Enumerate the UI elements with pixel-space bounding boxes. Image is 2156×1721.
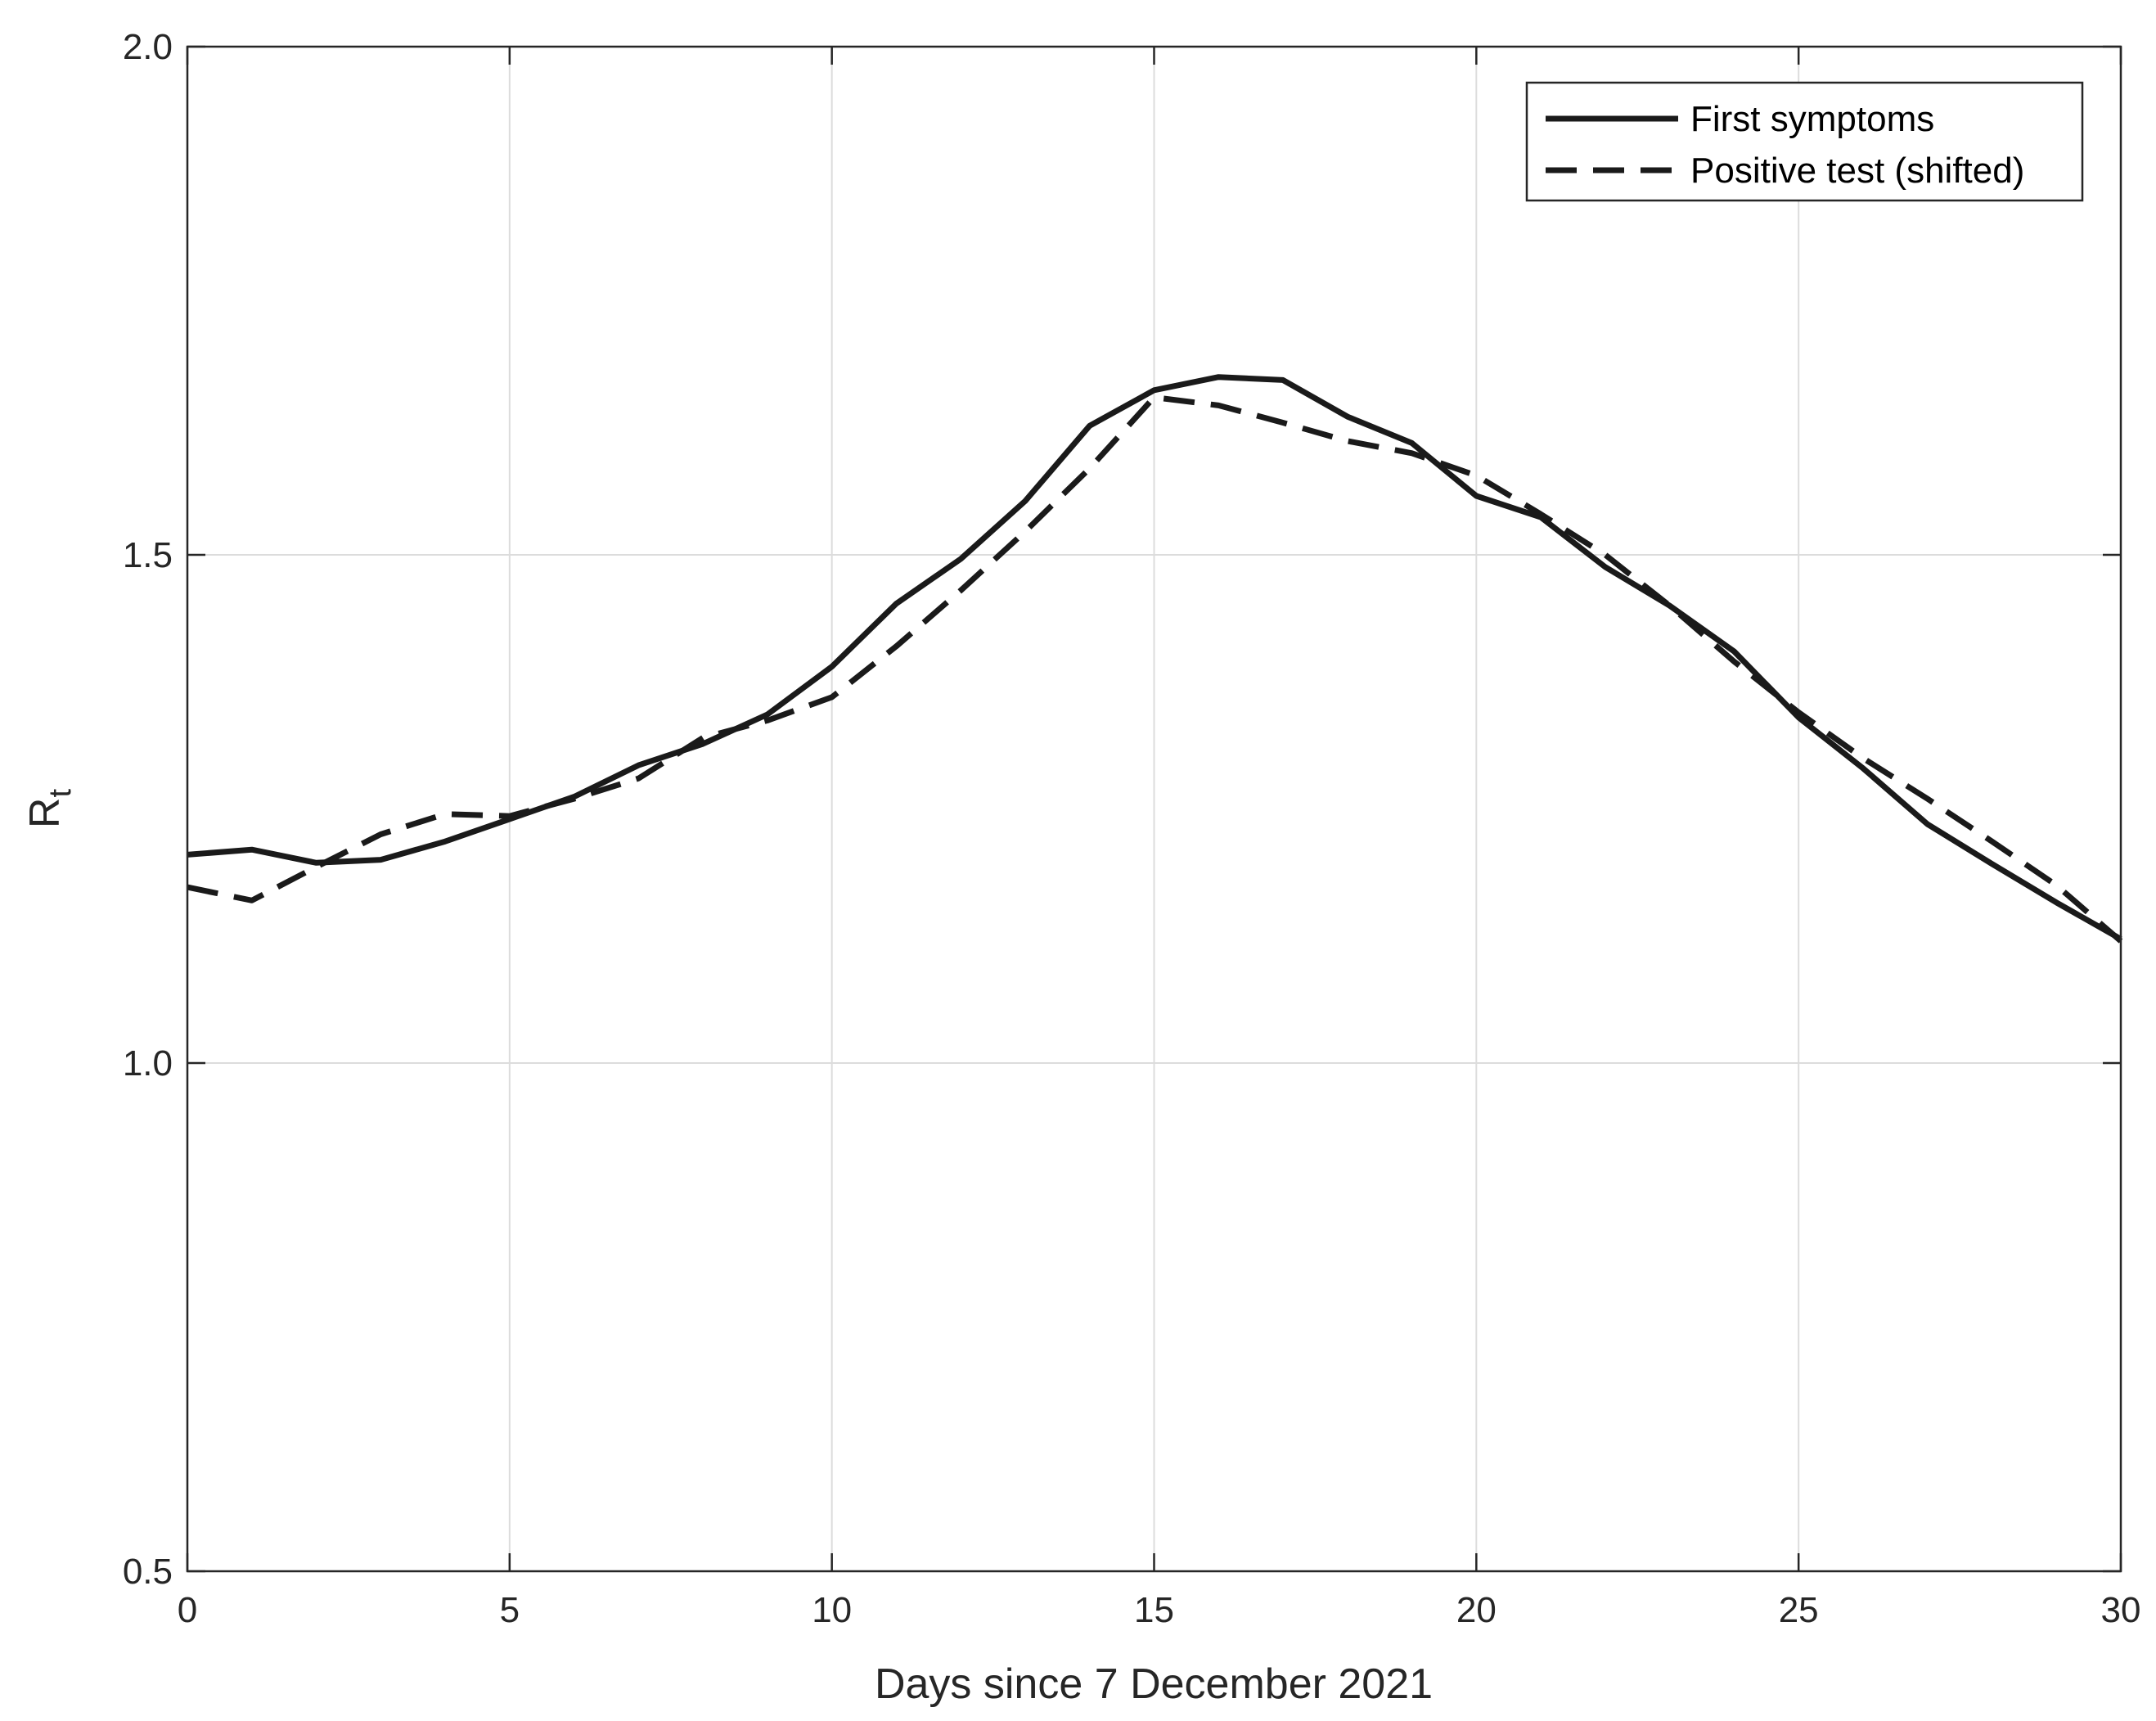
x-tick-label: 20 bbox=[1456, 1590, 1497, 1630]
x-tick-label: 10 bbox=[812, 1590, 852, 1630]
x-tick-label: 5 bbox=[500, 1590, 520, 1630]
legend-label-positive-test: Positive test (shifted) bbox=[1690, 151, 2024, 191]
x-tick-label: 25 bbox=[1779, 1590, 1819, 1630]
y-tick-label: 2.0 bbox=[123, 27, 173, 67]
y-tick-label: 0.5 bbox=[123, 1552, 173, 1592]
y-tick-label: 1.0 bbox=[123, 1043, 173, 1084]
series-line-first-symptoms bbox=[187, 374, 2122, 942]
legend-box bbox=[1525, 81, 2084, 202]
y-axis-label: Rt bbox=[21, 789, 78, 829]
x-tick-labels: 0 5 10 15 20 25 30 bbox=[178, 1590, 2141, 1630]
y-axis-label-subscript: t bbox=[43, 789, 78, 798]
series-line-positive-test bbox=[187, 394, 2123, 944]
axis-ticks bbox=[186, 45, 2122, 1573]
y-tick-labels: 0.5 1.0 1.5 2.0 bbox=[123, 27, 173, 1592]
x-axis-label: Days since 7 December 2021 bbox=[875, 1660, 1433, 1708]
legend-label-first-symptoms: First symptoms bbox=[1690, 99, 1934, 139]
x-tick-label: 0 bbox=[178, 1590, 197, 1630]
y-tick-label: 1.5 bbox=[123, 535, 173, 575]
x-tick-label: 30 bbox=[2101, 1590, 2141, 1630]
y-axis-label-main: R bbox=[21, 798, 69, 829]
series-layer bbox=[187, 374, 2123, 944]
x-tick-label: 15 bbox=[1134, 1590, 1174, 1630]
legend: First symptoms Positive test (shifted) bbox=[1525, 81, 2084, 202]
